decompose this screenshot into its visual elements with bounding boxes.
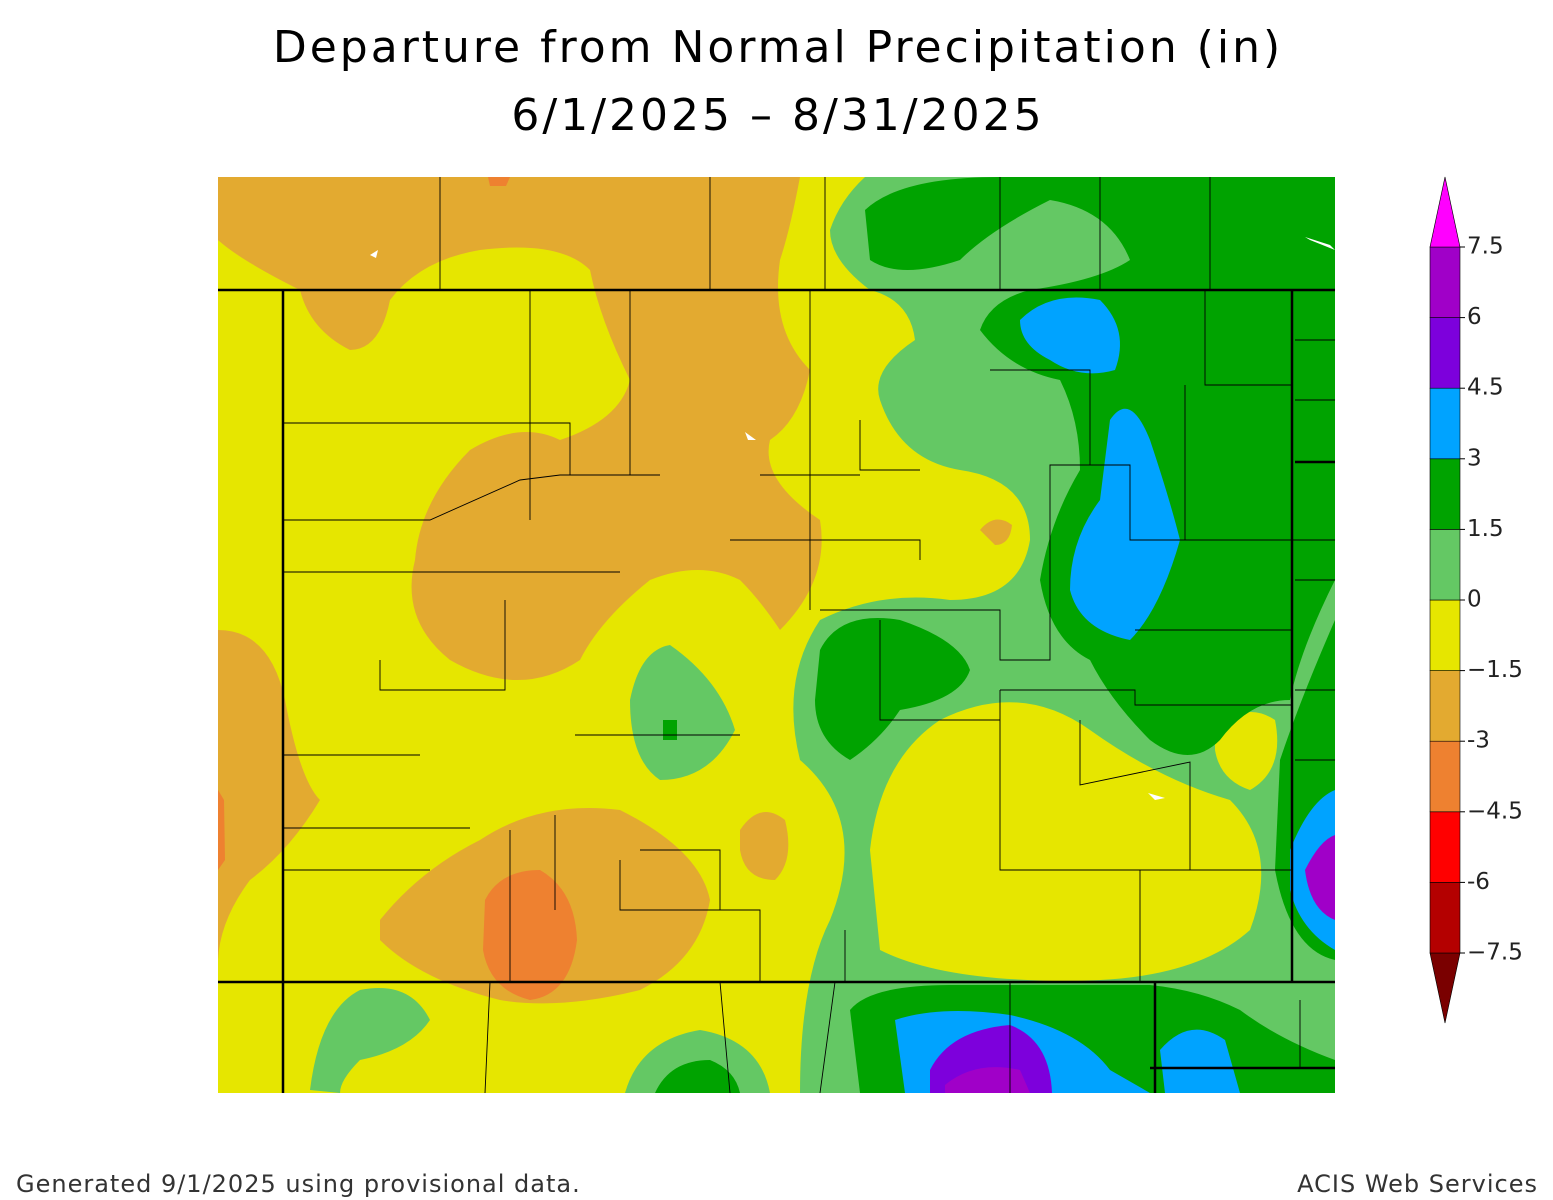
field-orange-west-edge — [218, 790, 225, 870]
field-purple-east — [1305, 835, 1335, 920]
field-violet-south — [945, 1067, 1030, 1093]
field-orange-north — [218, 177, 822, 680]
field-lightgreen-west — [630, 645, 735, 780]
field-yellow-se — [870, 702, 1262, 981]
colorbar-label: -3 — [1467, 728, 1490, 754]
colorbar-low-triangle — [1429, 952, 1461, 1024]
footer-right: ACIS Web Services — [1297, 1170, 1538, 1198]
field-orange-small — [740, 812, 789, 880]
colorbar-label: 0 — [1467, 587, 1482, 613]
colorbar-segment — [1429, 317, 1461, 389]
colorbar-segment — [1429, 811, 1461, 883]
field-darkorange-sw — [483, 870, 577, 1000]
colorbar-segment — [1429, 599, 1461, 671]
colorbar-label: 6 — [1467, 304, 1482, 330]
footer-left: Generated 9/1/2025 using provisional dat… — [16, 1170, 581, 1198]
colorbar: −7.5 -6 −4.5 -3 −1.5 0 1.5 3 4.5 6 7.5 — [1429, 176, 1523, 1024]
field-orange-west — [218, 630, 320, 960]
colorbar-label: −1.5 — [1467, 657, 1523, 683]
colorbar-segment — [1429, 740, 1461, 813]
field-green-sc — [655, 1060, 740, 1093]
colorbar-label: 1.5 — [1467, 516, 1504, 542]
colorbar-segment — [1429, 458, 1461, 530]
field-green-dot — [663, 720, 677, 740]
colorbar-segment — [1429, 670, 1461, 742]
colorbar-label: −7.5 — [1467, 940, 1523, 966]
colorbar-segment — [1429, 246, 1461, 318]
field-green-north — [865, 177, 1335, 755]
map-subtitle: 6/1/2025 – 8/31/2025 — [511, 90, 1044, 141]
field-green-center — [815, 618, 970, 760]
colorbar-segment — [1429, 387, 1461, 460]
colorbar-label: -6 — [1467, 869, 1490, 895]
state-borders — [218, 288, 1335, 1093]
colorbar-label: −4.5 — [1467, 798, 1523, 824]
field-blue-south2 — [1160, 1029, 1240, 1093]
colorbar-label: 7.5 — [1467, 234, 1504, 260]
colorbar-segment — [1429, 529, 1461, 601]
field-orange-north-dot — [488, 177, 510, 186]
county-lines — [283, 177, 1335, 1093]
colorbar-label: 3 — [1467, 445, 1482, 471]
field-blue-north — [1020, 297, 1120, 374]
colorbar-label: 4.5 — [1467, 375, 1504, 401]
field-lightgreen-south — [310, 988, 430, 1093]
colorbar-segment — [1429, 882, 1461, 954]
map-title: Departure from Normal Precipitation (in) — [273, 22, 1283, 73]
colorbar-high-triangle — [1429, 176, 1461, 248]
field-blue-center — [1070, 408, 1180, 640]
field-yellow-e — [1215, 712, 1278, 790]
field-orange-center — [980, 519, 1012, 545]
precipitation-map — [218, 177, 1335, 1093]
